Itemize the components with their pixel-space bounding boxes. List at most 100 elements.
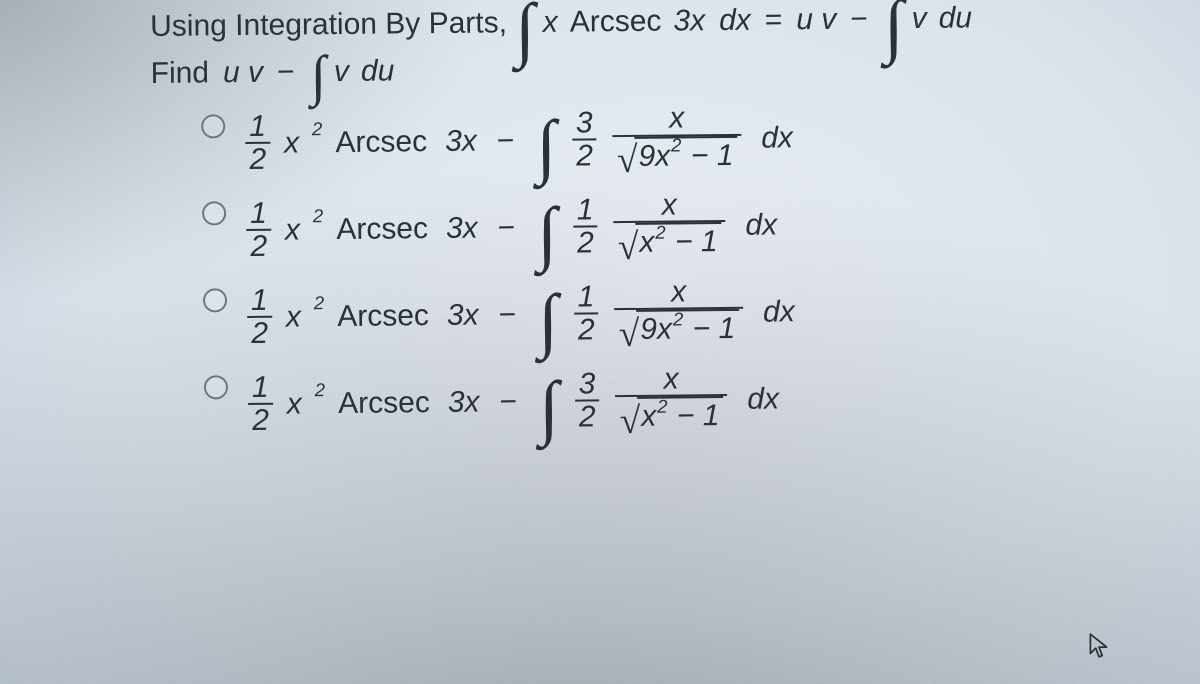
power: 2 bbox=[314, 293, 325, 314]
frac-num: 1 bbox=[247, 284, 272, 316]
radio-icon[interactable] bbox=[203, 288, 227, 312]
arcsec: Arcsec bbox=[335, 125, 427, 159]
frac-den: 2 bbox=[245, 142, 270, 176]
v: v bbox=[911, 2, 926, 35]
arg: 3x bbox=[439, 125, 477, 158]
frac-den: √ 9x2 − 1 bbox=[615, 307, 744, 350]
uv: u v bbox=[215, 56, 263, 90]
radicand-pow: 2 bbox=[657, 396, 668, 417]
sqrt: √ 9x2 − 1 bbox=[619, 309, 740, 350]
frac-den: 2 bbox=[573, 226, 598, 260]
integrand-fraction: x √ x2 − 1 bbox=[615, 363, 728, 437]
radio-icon[interactable] bbox=[202, 202, 226, 226]
frac-den: 2 bbox=[574, 313, 599, 347]
find-label: Find bbox=[150, 56, 209, 90]
frac-den: 2 bbox=[575, 399, 600, 433]
power: 2 bbox=[315, 380, 326, 401]
dx: dx bbox=[757, 295, 795, 328]
frac-den: 2 bbox=[572, 139, 597, 173]
sqrt: √ x2 − 1 bbox=[618, 222, 722, 262]
radicand-tail: − 1 bbox=[684, 312, 735, 346]
frac-den: √ 9x2 − 1 bbox=[613, 133, 742, 176]
equals-sign: = bbox=[757, 3, 791, 36]
option-a[interactable]: 1 2 x2 Arcsec 3x − ∫ 3 2 x √ 9x2 − 1 bbox=[201, 97, 1182, 180]
minus-sign: − bbox=[489, 124, 523, 157]
lead-fraction: 1 2 bbox=[248, 371, 273, 436]
mouse-cursor-icon bbox=[1088, 632, 1110, 660]
minus-sign: − bbox=[490, 298, 524, 331]
option-c[interactable]: 1 2 x2 Arcsec 3x − ∫ 1 2 x √ 9x2 − 1 bbox=[203, 271, 1184, 354]
minus-sign: − bbox=[490, 211, 524, 244]
radicand-tail: − 1 bbox=[682, 138, 733, 172]
frac-num: 3 bbox=[574, 368, 599, 400]
radicand-a: x bbox=[639, 226, 654, 259]
coef-fraction: 1 2 bbox=[573, 194, 598, 259]
dx: dx bbox=[755, 121, 793, 154]
uv: u v bbox=[796, 3, 836, 36]
radicand-a: x bbox=[641, 400, 656, 433]
prompt-line-1: Using Integration By Parts, ∫ x Arcsec 3… bbox=[150, 0, 1180, 43]
radio-icon[interactable] bbox=[204, 375, 228, 399]
frac-den: 2 bbox=[246, 229, 271, 263]
minus-sign: − bbox=[842, 2, 876, 35]
minus-sign: − bbox=[491, 385, 525, 418]
integrand-fraction: x √ 9x2 − 1 bbox=[614, 276, 743, 350]
arcsec: Arcsec bbox=[337, 299, 429, 333]
frac-num: x bbox=[665, 102, 688, 134]
prompt-line-2: Find u v − ∫ v du bbox=[150, 46, 1180, 90]
arcsec: Arcsec bbox=[336, 212, 428, 246]
question-block: Using Integration By Parts, ∫ x Arcsec 3… bbox=[150, 0, 1184, 441]
dx: dx bbox=[739, 208, 777, 241]
sqrt: √ x2 − 1 bbox=[619, 396, 723, 436]
frac-num: 1 bbox=[245, 111, 270, 143]
radicand-a: 9x bbox=[640, 313, 672, 346]
prompt-prefix: Using Integration By Parts, bbox=[150, 6, 507, 43]
radicand-pow: 2 bbox=[673, 309, 684, 330]
radicand-pow: 2 bbox=[655, 222, 666, 243]
option-b[interactable]: 1 2 x2 Arcsec 3x − ∫ 1 2 x √ x2 − 1 bbox=[202, 184, 1183, 267]
option-d[interactable]: 1 2 x2 Arcsec 3x − ∫ 3 2 x √ x2 − 1 bbox=[204, 358, 1185, 441]
radicand-a: 9x bbox=[638, 139, 670, 172]
frac-den: 2 bbox=[247, 316, 272, 350]
x: x bbox=[287, 387, 302, 420]
lead-fraction: 1 2 bbox=[245, 111, 270, 176]
frac-num: 1 bbox=[246, 198, 271, 230]
coef-fraction: 3 2 bbox=[572, 107, 597, 172]
x: x bbox=[286, 300, 301, 333]
coef-fraction: 3 2 bbox=[574, 368, 599, 433]
frac-num: 1 bbox=[573, 194, 598, 226]
radicand-tail: − 1 bbox=[668, 399, 719, 433]
du: du bbox=[932, 1, 972, 34]
x: x bbox=[285, 213, 300, 246]
dx: dx bbox=[711, 4, 751, 37]
radicand-tail: − 1 bbox=[667, 225, 718, 259]
lead-fraction: 1 2 bbox=[247, 284, 272, 349]
arg: 3x bbox=[440, 211, 478, 244]
frac-num: x bbox=[659, 363, 682, 395]
frac-num: 1 bbox=[574, 281, 599, 313]
frac-num: x bbox=[658, 189, 681, 221]
power: 2 bbox=[312, 119, 323, 140]
integrand-x: x bbox=[543, 6, 558, 39]
arcsec: Arcsec bbox=[338, 386, 430, 420]
lead-fraction: 1 2 bbox=[246, 198, 271, 263]
func-arg: 3x bbox=[667, 4, 705, 37]
frac-num: 3 bbox=[572, 107, 597, 139]
frac-den: √ x2 − 1 bbox=[614, 220, 726, 263]
power: 2 bbox=[313, 206, 324, 227]
radio-icon[interactable] bbox=[201, 115, 225, 139]
frac-den: 2 bbox=[248, 403, 273, 437]
frac-num: x bbox=[667, 276, 690, 308]
v: v bbox=[334, 55, 349, 88]
coef-fraction: 1 2 bbox=[574, 281, 599, 346]
options-list: 1 2 x2 Arcsec 3x − ∫ 3 2 x √ 9x2 − 1 bbox=[201, 97, 1184, 441]
du: du bbox=[355, 54, 395, 87]
sqrt: √ 9x2 − 1 bbox=[617, 135, 738, 176]
x: x bbox=[284, 126, 299, 159]
integrand-fraction: x √ 9x2 − 1 bbox=[612, 102, 741, 176]
frac-num: 1 bbox=[248, 371, 273, 403]
dx: dx bbox=[741, 382, 779, 415]
integrand-fraction: x √ x2 − 1 bbox=[613, 189, 726, 263]
frac-den: √ x2 − 1 bbox=[615, 394, 727, 437]
arg: 3x bbox=[442, 385, 480, 418]
